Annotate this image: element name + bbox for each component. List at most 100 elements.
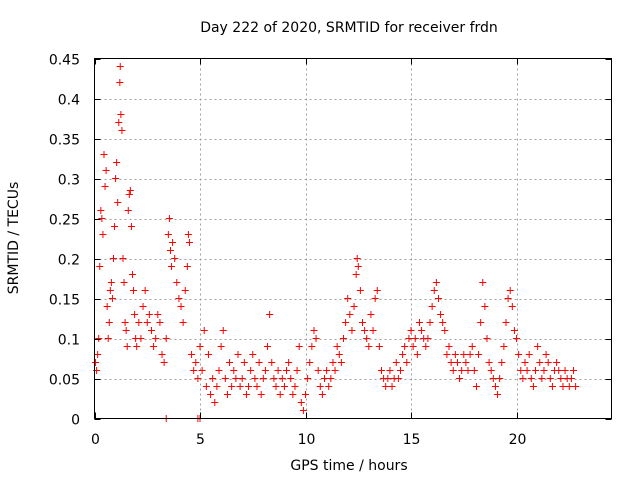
x-axis-label: GPS time / hours bbox=[290, 458, 407, 474]
data-point bbox=[470, 367, 478, 374]
data-point bbox=[147, 327, 155, 334]
data-point bbox=[335, 351, 343, 358]
data-point bbox=[130, 287, 138, 294]
data-point bbox=[266, 311, 274, 318]
data-point bbox=[392, 359, 400, 366]
data-point bbox=[289, 391, 297, 398]
data-point bbox=[534, 343, 542, 350]
data-point bbox=[196, 343, 204, 350]
y-tick-label: 0.4 bbox=[58, 93, 80, 109]
data-point bbox=[251, 375, 259, 382]
data-point bbox=[515, 351, 523, 358]
data-point bbox=[382, 383, 390, 390]
data-point bbox=[107, 279, 115, 286]
data-point bbox=[443, 351, 451, 358]
data-point bbox=[517, 367, 525, 374]
data-point bbox=[458, 367, 466, 374]
data-point bbox=[346, 311, 354, 318]
data-point bbox=[103, 303, 111, 310]
data-point bbox=[325, 383, 333, 390]
data-point bbox=[510, 327, 518, 334]
data-point bbox=[350, 303, 358, 310]
data-point bbox=[120, 279, 128, 286]
data-point bbox=[333, 343, 341, 350]
data-point bbox=[204, 351, 212, 358]
data-point bbox=[125, 191, 133, 198]
data-point bbox=[230, 367, 238, 374]
data-point bbox=[529, 383, 537, 390]
data-point bbox=[272, 383, 280, 390]
data-point bbox=[245, 383, 253, 390]
data-point bbox=[310, 327, 318, 334]
y-tick-label: 0.45 bbox=[49, 53, 80, 69]
data-point bbox=[145, 311, 153, 318]
data-point bbox=[143, 319, 151, 326]
data-point bbox=[141, 287, 149, 294]
data-point bbox=[304, 375, 312, 382]
data-point bbox=[348, 327, 356, 334]
data-point bbox=[365, 343, 373, 350]
data-point bbox=[156, 319, 164, 326]
data-point bbox=[261, 367, 269, 374]
data-point bbox=[198, 367, 206, 374]
data-point bbox=[523, 367, 531, 374]
data-point bbox=[234, 351, 242, 358]
data-point bbox=[504, 295, 512, 302]
data-point bbox=[342, 319, 350, 326]
data-point bbox=[154, 311, 162, 318]
data-point bbox=[114, 199, 122, 206]
data-point bbox=[179, 319, 187, 326]
data-point bbox=[306, 359, 314, 366]
data-point bbox=[116, 63, 124, 70]
data-point bbox=[158, 351, 166, 358]
data-point bbox=[567, 375, 575, 382]
data-point bbox=[426, 319, 434, 326]
data-point bbox=[447, 359, 455, 366]
grid bbox=[94, 58, 612, 419]
data-point bbox=[508, 303, 516, 310]
data-point bbox=[295, 343, 303, 350]
data-point bbox=[211, 399, 219, 406]
data-point bbox=[363, 335, 371, 342]
data-point bbox=[561, 367, 569, 374]
data-point bbox=[572, 383, 580, 390]
data-point bbox=[494, 391, 502, 398]
data-point bbox=[542, 351, 550, 358]
data-point bbox=[257, 391, 265, 398]
data-point bbox=[344, 295, 352, 302]
data-point bbox=[401, 343, 409, 350]
data-point bbox=[394, 375, 402, 382]
y-tick-label: 0 bbox=[71, 413, 80, 429]
data-point bbox=[329, 359, 337, 366]
data-point bbox=[108, 295, 116, 302]
x-tick-label: 0 bbox=[91, 432, 100, 448]
data-point bbox=[396, 367, 404, 374]
data-point bbox=[190, 367, 198, 374]
x-tick-label: 5 bbox=[196, 432, 205, 448]
data-point bbox=[115, 119, 123, 126]
data-point bbox=[371, 295, 379, 302]
data-point bbox=[453, 359, 461, 366]
data-point bbox=[106, 287, 114, 294]
data-point bbox=[127, 223, 135, 230]
data-point bbox=[358, 319, 366, 326]
data-point bbox=[287, 375, 295, 382]
data-point bbox=[213, 383, 221, 390]
data-point bbox=[173, 279, 181, 286]
data-point bbox=[430, 287, 438, 294]
data-point bbox=[353, 255, 361, 262]
data-point bbox=[123, 343, 131, 350]
data-point bbox=[502, 319, 510, 326]
data-point bbox=[373, 287, 381, 294]
data-point bbox=[221, 375, 229, 382]
data-point bbox=[546, 375, 554, 382]
data-point bbox=[166, 247, 174, 254]
data-point bbox=[521, 359, 529, 366]
data-point bbox=[95, 335, 103, 342]
data-point bbox=[96, 263, 104, 270]
data-point bbox=[276, 391, 284, 398]
data-point bbox=[548, 383, 556, 390]
data-point bbox=[441, 327, 449, 334]
data-point bbox=[466, 351, 474, 358]
data-point bbox=[92, 359, 100, 366]
